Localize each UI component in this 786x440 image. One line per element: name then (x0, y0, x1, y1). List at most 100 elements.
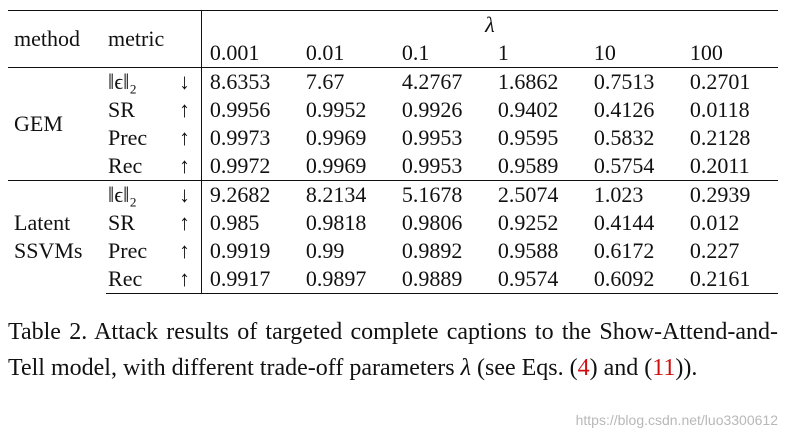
method-label-line: SSVMs (14, 238, 83, 264)
table-caption: Table 2. Attack results of targeted comp… (8, 314, 778, 386)
value-cell: 5.1678 (393, 180, 490, 209)
value-cell: 0.9589 (497, 153, 559, 178)
header-row-lambda: method metric λ (8, 10, 778, 68)
results-table-wrapper: method metric λ 0.001 0.01 0.1 1 10 100 GEM ‖ϵ… (8, 10, 778, 294)
metric-name: SR (108, 97, 135, 122)
value-cell: 0.99 (305, 238, 345, 263)
value-cell: 0.9956 (209, 97, 271, 122)
table-row: Prec ↑ 0.9919 0.99 0.9892 0.9588 0.6172 0.227 (8, 237, 778, 265)
watermark: https://blog.csdn.net/luo3300612 (575, 412, 778, 428)
value-cell: 0.227 (689, 238, 740, 263)
results-body: GEM ‖ϵ‖₂ ↓ 8.6353 7.67 4.2767 1.6862 0.7513 0.27… (8, 67, 778, 294)
value-cell: 0.9574 (489, 265, 586, 294)
table-row: Rec ↑ 0.9917 0.9897 0.9889 0.9574 0.6092 0.2161 (8, 265, 778, 294)
arrow-down-icon: ↓ (179, 182, 191, 207)
value-cell: 0.4144 (593, 210, 655, 235)
metric-name: ‖ϵ‖₂ (108, 69, 137, 94)
metric-cell: ‖ϵ‖₂ ↓ (106, 67, 202, 96)
caption-text-4: )). (675, 355, 698, 381)
value-cell: 1.6862 (489, 67, 586, 96)
value-cell: 4.2767 (393, 67, 490, 96)
value-cell: 0.5754 (593, 153, 655, 178)
metric-header: metric (106, 10, 202, 68)
value-cell: 0.9892 (401, 238, 463, 263)
arrow-up-icon: ↑ (179, 153, 191, 178)
table-row: Latent SSVMs ‖ϵ‖₂ ↓ 9.2682 8.2134 5.1678 2.5074… (8, 180, 778, 294)
lambda-value-header: 1 (497, 40, 509, 65)
metric-name: Rec (108, 266, 143, 291)
lambda-value-header: 100 (689, 40, 723, 65)
results-table: method metric λ 0.001 0.01 0.1 1 10 100 GEM ‖ϵ… (8, 10, 778, 294)
value-cell: 0.0118 (689, 97, 750, 122)
lambda-header: λ (485, 12, 495, 37)
value-cell: 8.6353 (201, 67, 298, 96)
value-cell: 0.9972 (209, 153, 271, 178)
table-row: SR ↑ 0.9956 0.9952 0.9926 0.9402 0.4126 0.0118 (8, 96, 778, 124)
table-row: SR ↑ 0.985 0.9818 0.9806 0.9252 0.4144 0.012 (8, 209, 778, 237)
metric-cell: SR ↑ (106, 96, 202, 124)
arrow-up-icon: ↑ (179, 125, 191, 150)
value-cell: 0.012 (689, 210, 740, 235)
metric-cell: Prec ↑ (106, 237, 202, 265)
value-cell: 0.9588 (497, 238, 559, 263)
table-row: Prec ↑ 0.9973 0.9969 0.9953 0.9595 0.5832 0.212… (8, 124, 778, 152)
method-label: Latent SSVMs (8, 180, 107, 294)
value-cell: 0.9969 (305, 153, 367, 178)
caption-text-1: Table 2. Attack results of targeted comp… (8, 319, 778, 381)
value-cell: 0.6092 (585, 265, 682, 294)
method-label: GEM (8, 67, 107, 181)
value-cell: 0.9973 (209, 125, 271, 150)
method-label-line: Latent (14, 210, 71, 236)
metric-name: Rec (108, 153, 143, 178)
value-cell: 0.2128 (689, 125, 751, 150)
value-cell: 0.2701 (681, 67, 778, 96)
value-cell: 0.9919 (209, 238, 271, 263)
value-cell: 8.2134 (297, 180, 394, 209)
header-row-lambda-values: 0.001 0.01 0.1 1 10 100 (8, 39, 778, 68)
table-row: GEM ‖ϵ‖₂ ↓ 8.6353 7.67 4.2767 1.6862 0.7513 0.27… (8, 67, 778, 181)
value-cell: 0.7513 (585, 67, 682, 96)
method-header: method (14, 26, 80, 51)
arrow-down-icon: ↓ (179, 69, 191, 94)
value-cell: 0.6172 (593, 238, 655, 263)
equation-ref-4-link[interactable]: 4 (577, 355, 590, 381)
value-cell: 0.9889 (393, 265, 490, 294)
value-cell: 0.985 (209, 210, 260, 235)
table-row: Rec ↑ 0.9972 0.9969 0.9953 0.9589 0.5754 0.2011 (8, 152, 778, 181)
value-cell: 0.2939 (681, 180, 778, 209)
metric-cell: Prec ↑ (106, 124, 202, 152)
arrow-up-icon: ↑ (179, 210, 191, 235)
value-cell: 9.2682 (201, 180, 298, 209)
equation-ref-11-link[interactable]: 11 (652, 355, 676, 381)
method-label-line: GEM (14, 111, 63, 136)
value-cell: 0.2161 (681, 265, 778, 294)
lambda-value-header: 0.1 (401, 40, 430, 65)
caption-text-3: ) and ( (589, 355, 653, 381)
metric-cell: Rec ↑ (106, 152, 202, 181)
metric-cell: SR ↑ (106, 209, 202, 237)
metric-name: Prec (108, 238, 148, 263)
value-cell: 0.9897 (297, 265, 394, 294)
value-cell: 0.9595 (497, 125, 559, 150)
value-cell: 7.67 (297, 67, 394, 96)
caption-lambda: λ (460, 355, 471, 381)
arrow-up-icon: ↑ (179, 266, 191, 291)
lambda-value-header: 0.01 (305, 40, 345, 65)
value-cell: 0.4126 (593, 97, 655, 122)
lambda-value-header: 10 (593, 40, 616, 65)
arrow-up-icon: ↑ (179, 97, 191, 122)
lambda-value-header: 0.001 (209, 40, 260, 65)
value-cell: 0.9917 (201, 265, 298, 294)
value-cell: 0.9818 (305, 210, 367, 235)
value-cell: 0.9252 (497, 210, 559, 235)
metric-name: SR (108, 210, 135, 235)
value-cell: 0.9953 (401, 153, 463, 178)
value-cell: 0.9953 (401, 125, 463, 150)
value-cell: 0.9969 (305, 125, 367, 150)
metric-name: ‖ϵ‖₂ (108, 182, 137, 207)
metric-cell: ‖ϵ‖₂ ↓ (106, 180, 202, 209)
metric-cell: Rec ↑ (106, 265, 202, 294)
value-cell: 1.023 (585, 180, 682, 209)
value-cell: 0.5832 (593, 125, 655, 150)
value-cell: 0.9402 (497, 97, 559, 122)
